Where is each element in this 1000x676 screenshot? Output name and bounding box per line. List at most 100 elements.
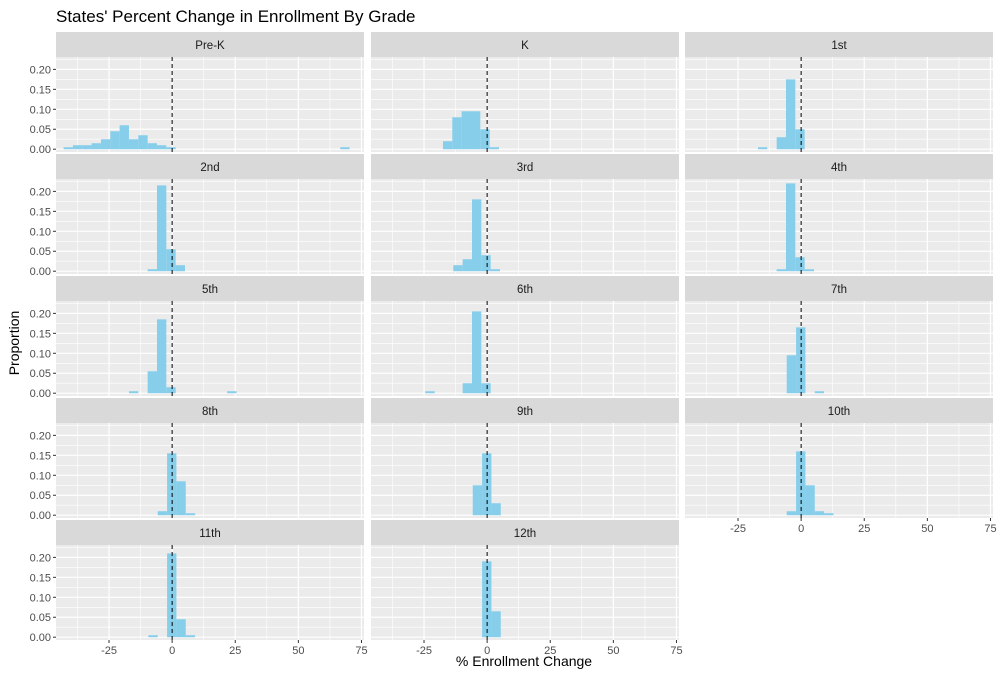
histogram-bar xyxy=(148,635,158,638)
facet-5th: 5th 0.00 0.05 0.10 0.15 0.20 xyxy=(30,276,364,400)
facet-1st: 1st xyxy=(685,32,993,152)
histogram-bar xyxy=(128,139,139,150)
x-tick-label: 50 xyxy=(921,523,933,535)
y-tick-label: 0.10 xyxy=(30,470,51,482)
facet-11th: 11th 0.00 0.05 0.10 0.15 0.20 -25 0 25 50 75 xyxy=(30,520,368,657)
histogram-bar xyxy=(63,147,73,150)
facet-strip xyxy=(685,398,993,423)
histogram-bar xyxy=(176,481,186,516)
y-tick-label: 0.10 xyxy=(30,348,51,360)
histogram-bar xyxy=(482,561,492,638)
x-tick-label: 25 xyxy=(858,523,870,535)
y-tick-label: 0.00 xyxy=(30,266,51,278)
facet-strip xyxy=(685,276,993,301)
x-tick-label: 0 xyxy=(798,523,804,535)
histogram-bar xyxy=(796,451,806,516)
histogram-bar xyxy=(156,319,167,394)
histogram-bar xyxy=(482,453,492,516)
histogram-bar xyxy=(425,391,435,394)
x-tick-label: 0 xyxy=(169,645,175,657)
facet-panel-background xyxy=(685,423,993,518)
x-tick-label: -25 xyxy=(730,523,746,535)
facet-strip xyxy=(56,276,364,301)
facet-strip xyxy=(371,398,679,423)
facet-panel-background xyxy=(371,57,679,152)
histogram-bar xyxy=(185,635,196,638)
histogram-bar xyxy=(166,249,176,272)
x-tick-label: 50 xyxy=(607,645,619,657)
histogram-bar xyxy=(82,145,92,150)
histogram-bar xyxy=(824,513,834,516)
facet-panel-background xyxy=(685,301,993,396)
facet-2nd: 2nd 0.00 0.05 0.10 0.15 0.20 xyxy=(30,154,364,278)
facet-panel-background xyxy=(56,423,364,518)
histogram-bar xyxy=(480,129,490,150)
y-tick-label: 0.05 xyxy=(30,368,51,380)
facet-strip-label: 4th xyxy=(831,162,847,174)
histogram-bar xyxy=(776,137,786,150)
y-tick-label: 0.00 xyxy=(30,144,51,156)
histogram-bar xyxy=(805,485,815,516)
y-tick-label: 0.05 xyxy=(30,246,51,258)
facet-4th: 4th xyxy=(685,154,993,274)
histogram-bar xyxy=(490,269,501,272)
facet-3rd: 3rd xyxy=(371,154,679,274)
y-tick-label: 0.15 xyxy=(30,572,51,584)
histogram-bar xyxy=(138,135,148,150)
facet-panel-background xyxy=(685,57,993,152)
facet-12th: 12th -25 0 25 50 75 xyxy=(371,520,683,657)
facet-panels: Pre-K 0.00 0.05 0.10 0.15 0.20 K 1st 2nd 0.00 0.05… xyxy=(30,32,997,657)
histogram-bar xyxy=(471,199,482,272)
histogram-bar xyxy=(176,619,186,638)
facet-strip-label: 10th xyxy=(828,406,850,418)
histogram-bar xyxy=(453,265,463,272)
histogram-bar xyxy=(166,147,176,150)
histogram-bar xyxy=(470,111,481,150)
facet-strip xyxy=(371,276,679,301)
x-tick-label: 25 xyxy=(229,645,241,657)
y-tick-label: 0.00 xyxy=(30,388,51,400)
facet-10th: 10th -25 0 25 50 75 xyxy=(685,398,997,535)
y-tick-label: 0.15 xyxy=(30,84,51,96)
histogram-bar xyxy=(175,265,186,272)
facet-k: K xyxy=(371,32,679,152)
facet-pre-k: Pre-K 0.00 0.05 0.10 0.15 0.20 xyxy=(30,32,364,156)
facet-strip-label: 3rd xyxy=(517,162,534,174)
y-tick-label: 0.15 xyxy=(30,328,51,340)
histogram-bar xyxy=(786,355,797,394)
histogram-bar xyxy=(471,311,482,394)
histogram-bar xyxy=(72,145,83,150)
facet-strip xyxy=(371,32,679,57)
histogram-bar xyxy=(156,185,167,272)
facet-panel-background xyxy=(56,301,364,396)
facet-strip-label: 8th xyxy=(202,406,218,418)
histogram-bar xyxy=(481,383,491,394)
facet-strip xyxy=(56,398,364,423)
facet-strip xyxy=(371,520,679,545)
facet-strip-label: 1st xyxy=(831,40,847,52)
facet-7th: 7th xyxy=(685,276,993,396)
x-tick-label: 75 xyxy=(984,523,996,535)
histogram-bar xyxy=(814,391,825,394)
x-tick-label: 75 xyxy=(670,645,682,657)
histogram-bar xyxy=(462,259,472,272)
facet-panel-background xyxy=(371,545,679,640)
histogram-bar xyxy=(804,269,815,272)
histogram-bar xyxy=(472,485,483,516)
y-tick-label: 0.05 xyxy=(30,612,51,624)
facet-strip-label: 12th xyxy=(514,528,536,540)
y-axis-title: Proportion xyxy=(6,311,22,376)
x-tick-label: 50 xyxy=(292,645,304,657)
facet-strip-label: Pre-K xyxy=(195,40,225,52)
x-tick-label: 75 xyxy=(355,645,367,657)
facet-panel-background xyxy=(56,57,364,152)
y-tick-label: 0.20 xyxy=(30,552,51,564)
chart-title: States' Percent Change in Enrollment By … xyxy=(56,7,416,26)
histogram-bar xyxy=(785,183,796,272)
y-tick-label: 0.20 xyxy=(30,186,51,198)
y-tick-label: 0.05 xyxy=(30,124,51,136)
histogram-bar xyxy=(795,129,805,150)
histogram-bar xyxy=(167,453,177,516)
facet-strip xyxy=(685,154,993,179)
facet-strip-label: 9th xyxy=(517,406,533,418)
